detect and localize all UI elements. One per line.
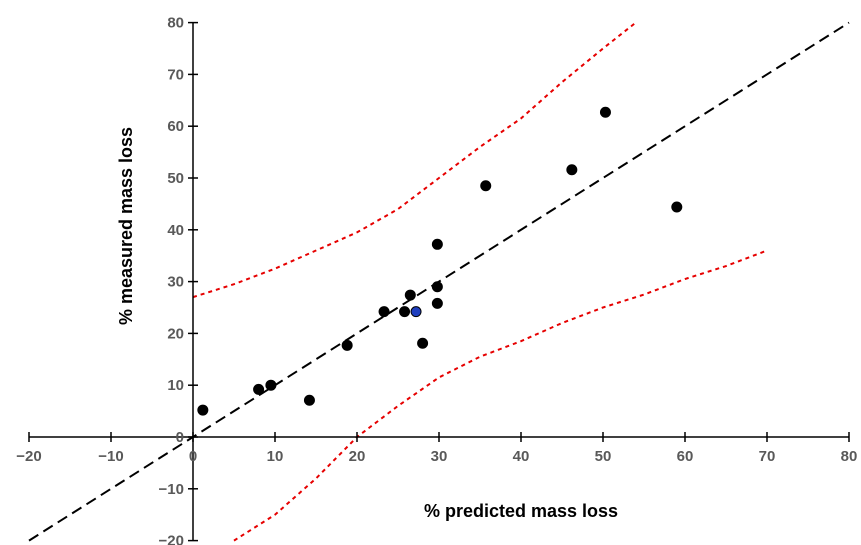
- y-axis-title: % measured mass loss: [116, 127, 136, 325]
- data-points: [197, 106, 683, 416]
- data-point: [404, 289, 416, 301]
- x-tick-label: 60: [677, 448, 694, 465]
- data-point: [671, 201, 683, 213]
- data-point: [480, 180, 492, 192]
- x-tick-label: 80: [841, 448, 858, 465]
- data-point: [410, 306, 422, 318]
- y-tick-label: −10: [159, 481, 184, 498]
- data-point: [431, 281, 443, 293]
- data-point: [417, 337, 429, 349]
- data-point: [303, 394, 315, 406]
- x-tick-label: 10: [267, 448, 284, 465]
- x-tick-label: −10: [98, 448, 123, 465]
- data-point: [566, 164, 578, 176]
- y-tick-label: 60: [167, 118, 184, 135]
- x-axis-title: % predicted mass loss: [424, 501, 618, 521]
- data-point: [341, 339, 353, 351]
- y-tick-label: 40: [167, 222, 184, 239]
- data-point: [431, 297, 443, 309]
- y-tick-label: 0: [176, 429, 184, 446]
- x-tick-label: 70: [759, 448, 776, 465]
- y-tick-label: 30: [167, 274, 184, 291]
- y-tick-label: 80: [167, 15, 184, 32]
- data-point: [265, 379, 277, 391]
- x-tick-label: 50: [595, 448, 612, 465]
- x-tick-label: 40: [513, 448, 530, 465]
- data-point: [399, 306, 411, 318]
- y-tick-label: 70: [167, 66, 184, 83]
- x-tick-label: 30: [431, 448, 448, 465]
- upper-bound-line: [192, 21, 637, 299]
- data-point: [599, 106, 611, 118]
- data-point: [253, 383, 265, 395]
- x-tick-label: 20: [349, 448, 366, 465]
- x-tick-label: −20: [16, 448, 41, 465]
- y-tick-label: −20: [159, 533, 184, 545]
- data-point: [378, 306, 390, 318]
- y-tick-label: 50: [167, 170, 184, 187]
- y-tick-label: 20: [167, 325, 184, 342]
- y-tick-label: 10: [167, 377, 184, 394]
- data-point: [197, 404, 209, 416]
- axis-ticks: −20 −10 0 10 20 30 40 50 60 70 80 −20 −10 0 10 20 30 40 50…: [16, 15, 857, 545]
- x-tick-label: 0: [189, 448, 197, 465]
- lower-bound-line: [233, 249, 768, 542]
- data-point: [431, 238, 443, 250]
